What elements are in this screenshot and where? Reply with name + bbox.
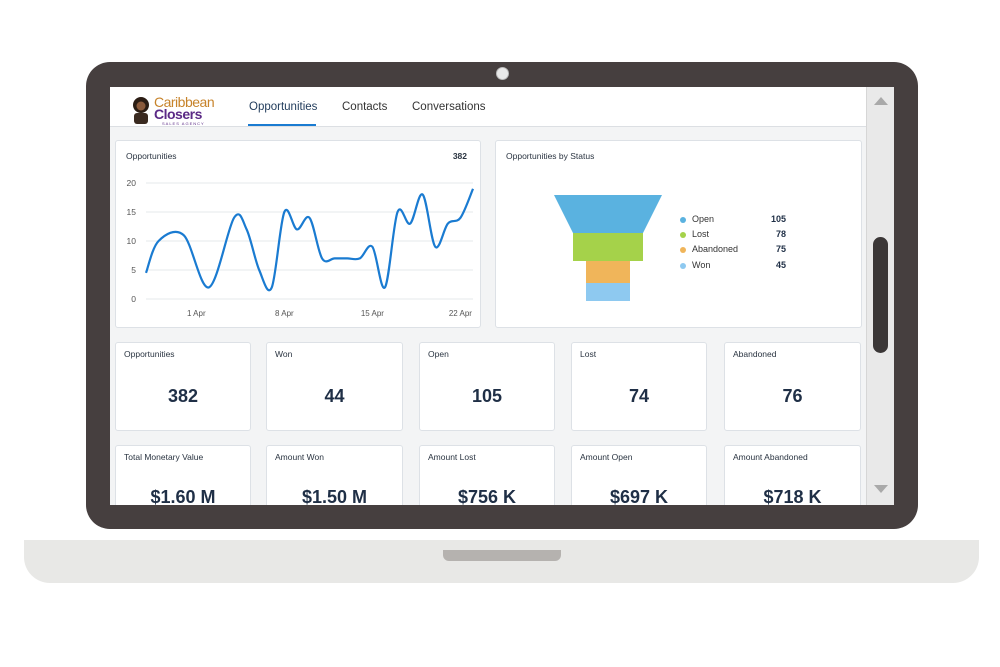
legend-item-abandoned[interactable]: Abandoned 75 bbox=[680, 244, 800, 258]
kpi-label: Amount Open bbox=[580, 452, 633, 462]
tab-conversations[interactable]: Conversations bbox=[412, 101, 486, 113]
legend-label: Open bbox=[692, 214, 715, 224]
funnel-title: Opportunities by Status bbox=[506, 151, 595, 161]
kpi-card-won[interactable]: Won 44 bbox=[266, 342, 403, 431]
app-header: Caribbean Closers SALES AGENCY Opportuni… bbox=[110, 87, 866, 127]
legend-value: 78 bbox=[775, 229, 786, 239]
y-tick-label: 10 bbox=[127, 236, 137, 246]
kpi-label: Abandoned bbox=[733, 349, 777, 359]
legend-dot-icon bbox=[680, 232, 686, 238]
legend-label: Abandoned bbox=[692, 244, 739, 254]
scroll-down-arrow-icon[interactable] bbox=[874, 485, 888, 493]
legend-value: 105 bbox=[770, 214, 786, 224]
kpi-value: 44 bbox=[324, 386, 345, 406]
kpi-label: Open bbox=[428, 349, 449, 359]
legend-dot-icon bbox=[680, 247, 686, 253]
x-tick-label: 15 Apr bbox=[361, 309, 384, 318]
laptop-base bbox=[24, 540, 979, 583]
legend-item-won[interactable]: Won 45 bbox=[680, 260, 800, 274]
laptop-base-notch bbox=[443, 550, 561, 561]
kpi-card-amount-won[interactable]: Amount Won $1.50 M bbox=[266, 445, 403, 505]
opportunities-line-chart[interactable]: 0 5 10 15 20 1 Apr 8 Apr 15 Apr 22 Apr bbox=[116, 141, 482, 329]
y-tick-label: 5 bbox=[131, 265, 136, 275]
series-line[interactable] bbox=[144, 188, 475, 292]
logo-line1: Caribbean bbox=[154, 94, 215, 110]
legend-value: 75 bbox=[775, 244, 786, 254]
x-tick-label: 8 Apr bbox=[275, 309, 294, 318]
logo-line2: Closers bbox=[154, 106, 202, 122]
kpi-label: Lost bbox=[580, 349, 597, 359]
kpi-value: $718 K bbox=[763, 487, 822, 505]
x-tick-label: 1 Apr bbox=[187, 309, 206, 318]
kpi-value: 105 bbox=[471, 386, 503, 406]
camera-icon bbox=[496, 67, 509, 80]
legend-item-lost[interactable]: Lost 78 bbox=[680, 229, 800, 243]
kpi-card-amount-lost[interactable]: Amount Lost $756 K bbox=[419, 445, 555, 505]
funnel-segment-abandoned[interactable] bbox=[586, 261, 630, 283]
kpi-value: $1.50 M bbox=[301, 487, 368, 505]
kpi-label: Opportunities bbox=[124, 349, 175, 359]
kpi-card-amount-abandoned[interactable]: Amount Abandoned $718 K bbox=[724, 445, 861, 505]
y-tick-label: 15 bbox=[127, 207, 137, 217]
kpi-card-amount-open[interactable]: Amount Open $697 K bbox=[571, 445, 707, 505]
x-tick-label: 22 Apr bbox=[449, 309, 472, 318]
scroll-thumb[interactable] bbox=[873, 237, 888, 353]
kpi-value: $1.60 M bbox=[150, 487, 216, 505]
kpi-card-abandoned[interactable]: Abandoned 76 bbox=[724, 342, 861, 431]
legend-value: 45 bbox=[775, 260, 786, 270]
kpi-value: $756 K bbox=[457, 487, 517, 505]
kpi-label: Amount Won bbox=[275, 452, 324, 462]
kpi-card-open[interactable]: Open 105 bbox=[419, 342, 555, 431]
screen: Caribbean Closers SALES AGENCY Opportuni… bbox=[110, 87, 866, 505]
legend-dot-icon bbox=[680, 217, 686, 223]
kpi-value: 382 bbox=[167, 386, 199, 406]
kpi-label: Amount Abandoned bbox=[733, 452, 808, 462]
kpi-value: $697 K bbox=[609, 487, 669, 505]
legend-item-open[interactable]: Open 105 bbox=[680, 214, 800, 228]
status-funnel-card: Opportunities by Status Open 105 Lost 78 Aba… bbox=[495, 140, 862, 328]
kpi-card-total-monetary-value[interactable]: Total Monetary Value $1.60 M bbox=[115, 445, 251, 505]
chart-title: Opportunities bbox=[126, 151, 177, 161]
kpi-value: 74 bbox=[628, 386, 650, 406]
legend-label: Won bbox=[692, 260, 711, 270]
y-tick-label: 20 bbox=[127, 178, 137, 188]
funnel-segment-lost[interactable] bbox=[573, 233, 643, 261]
legend-label: Lost bbox=[692, 229, 710, 239]
y-tick-label: 0 bbox=[131, 294, 136, 304]
chart-total: 382 bbox=[452, 151, 467, 161]
avatar-icon bbox=[133, 97, 149, 124]
tab-contacts[interactable]: Contacts bbox=[342, 101, 388, 113]
scroll-up-arrow-icon[interactable] bbox=[874, 97, 888, 105]
kpi-card-lost[interactable]: Lost 74 bbox=[571, 342, 707, 431]
tab-opportunities[interactable]: Opportunities bbox=[249, 101, 318, 113]
vertical-scrollbar[interactable] bbox=[866, 87, 894, 505]
opportunities-chart-card: Opportunities 382 0 5 10 15 20 1 Apr 8 Apr 15 A… bbox=[115, 140, 481, 328]
status-funnel-chart[interactable] bbox=[496, 141, 676, 329]
active-tab-indicator bbox=[248, 124, 316, 126]
kpi-label: Amount Lost bbox=[428, 452, 476, 462]
kpi-value: 76 bbox=[782, 386, 803, 406]
logo-line3: SALES AGENCY bbox=[162, 121, 205, 126]
funnel-segment-won[interactable] bbox=[586, 283, 630, 301]
kpi-label: Total Monetary Value bbox=[124, 452, 204, 462]
funnel-segment-open[interactable] bbox=[554, 195, 662, 233]
kpi-label: Won bbox=[275, 349, 293, 359]
legend-dot-icon bbox=[680, 263, 686, 269]
brand-logo[interactable]: Caribbean Closers SALES AGENCY bbox=[130, 94, 230, 126]
kpi-card-opportunities[interactable]: Opportunities 382 bbox=[115, 342, 251, 431]
